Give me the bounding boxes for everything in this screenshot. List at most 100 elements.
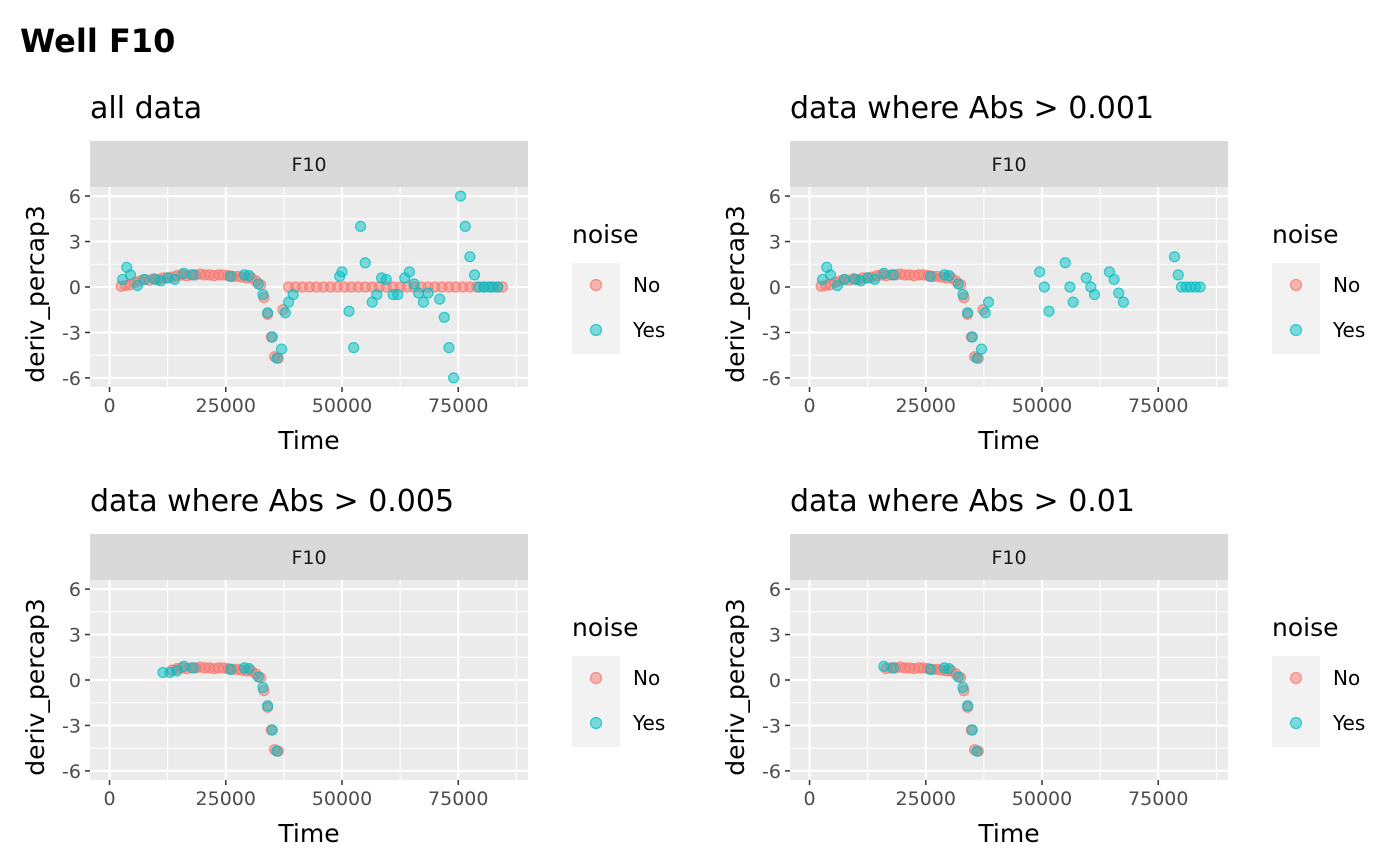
series-yes <box>116 190 504 384</box>
data-point <box>1038 281 1050 293</box>
y-axis-label: deriv_percap3 <box>721 205 750 383</box>
y-tick-label: 3 <box>769 232 781 254</box>
data-point <box>943 663 955 675</box>
facet-strip-label: F10 <box>991 547 1026 569</box>
data-point <box>271 352 283 364</box>
data-point <box>957 681 969 694</box>
data-point <box>271 745 283 757</box>
data-point <box>1113 287 1125 299</box>
y-tick-label: 6 <box>69 579 81 601</box>
y-tick-label: 6 <box>769 186 781 208</box>
x-tick-label: 0 <box>803 788 815 810</box>
x-tick-label: 75000 <box>428 788 488 810</box>
data-point <box>336 266 348 278</box>
data-point <box>824 269 837 281</box>
legend-key-yes <box>1289 323 1303 337</box>
data-point <box>434 293 446 305</box>
data-point <box>838 273 851 286</box>
data-point <box>468 269 481 281</box>
x-tick-label: 25000 <box>196 788 256 810</box>
x-tick-label: 50000 <box>1012 395 1072 417</box>
legend-title: noise <box>1272 613 1339 642</box>
data-point <box>1064 281 1076 293</box>
y-axis-label: deriv_percap3 <box>21 598 50 776</box>
legend-key-no <box>1289 278 1303 292</box>
data-point <box>438 311 450 323</box>
y-tick-label: 3 <box>69 232 81 254</box>
panel-title: all data <box>90 91 202 126</box>
data-point <box>224 663 237 675</box>
data-point <box>348 342 360 354</box>
y-tick-label: 0 <box>69 670 81 692</box>
legend: noise No Yes <box>1272 613 1365 747</box>
data-point <box>257 681 269 694</box>
data-point <box>464 251 476 263</box>
data-point <box>962 700 974 712</box>
data-point <box>971 352 983 364</box>
data-point <box>224 270 237 282</box>
x-tick-label: 0 <box>803 395 815 417</box>
data-point <box>1080 272 1092 284</box>
data-point <box>266 724 278 736</box>
y-tick-label: 0 <box>69 277 81 299</box>
legend-title: noise <box>572 613 639 642</box>
legend-key-background <box>1272 656 1320 747</box>
data-point <box>187 662 199 674</box>
data-point <box>1117 296 1129 308</box>
data-point <box>1194 281 1206 293</box>
y-tick-label: 0 <box>769 277 781 299</box>
legend-label-no: No <box>1333 273 1360 297</box>
data-point <box>943 270 955 282</box>
x-axis-label: Time <box>277 426 339 455</box>
panel-title: data where Abs > 0.005 <box>90 484 454 519</box>
data-point <box>169 273 181 286</box>
x-tick-label: 0 <box>103 788 115 810</box>
legend-label-yes: Yes <box>632 318 665 342</box>
data-point <box>355 220 367 232</box>
data-point <box>979 307 991 319</box>
x-axis-label: Time <box>977 426 1039 455</box>
legend-key-no <box>589 671 603 685</box>
x-tick-label: 25000 <box>896 788 956 810</box>
y-tick-label: 0 <box>769 670 781 692</box>
legend-key-yes <box>589 323 603 337</box>
data-point <box>971 745 983 757</box>
legend-label-no: No <box>633 273 660 297</box>
panel-2: data where Abs > 0.001 F10 0 25000 50000 7500… <box>721 91 1365 455</box>
legend-title: noise <box>1272 220 1339 249</box>
data-point <box>279 307 291 319</box>
data-point <box>1108 273 1120 286</box>
x-tick-label: 0 <box>103 395 115 417</box>
y-tick-label: 3 <box>769 625 781 647</box>
data-point <box>287 288 299 301</box>
x-tick-label: 25000 <box>196 395 256 417</box>
panel-4: data where Abs > 0.01 F10 0 25000 50000 75000… <box>721 484 1365 848</box>
y-axis-label: deriv_percap3 <box>721 598 750 776</box>
data-point <box>1088 288 1101 301</box>
data-point <box>952 671 964 683</box>
x-tick-label: 75000 <box>1128 395 1188 417</box>
panel-3: data where Abs > 0.005 F10 0 25000 50000 7500… <box>21 484 665 848</box>
data-point <box>1172 269 1184 281</box>
data-point <box>454 190 467 202</box>
data-point <box>124 269 137 281</box>
y-axis-label: deriv_percap3 <box>21 205 50 383</box>
legend-key-no <box>589 278 603 292</box>
y-tick-label: -3 <box>762 322 781 344</box>
legend-key-yes <box>1289 716 1303 730</box>
panel-title: data where Abs > 0.01 <box>790 484 1135 519</box>
data-point <box>459 220 471 232</box>
data-point <box>417 296 429 308</box>
panel-title: data where Abs > 0.001 <box>790 91 1154 126</box>
series-yes <box>878 660 983 757</box>
data-point <box>966 724 978 736</box>
data-point <box>243 270 255 282</box>
x-axis-label: Time <box>277 819 339 848</box>
x-tick-label: 50000 <box>312 788 372 810</box>
x-tick-label: 25000 <box>896 395 956 417</box>
series-yes <box>816 251 1206 364</box>
data-point <box>869 273 881 286</box>
y-tick-label: -3 <box>762 715 781 737</box>
legend-label-yes: Yes <box>1332 318 1365 342</box>
